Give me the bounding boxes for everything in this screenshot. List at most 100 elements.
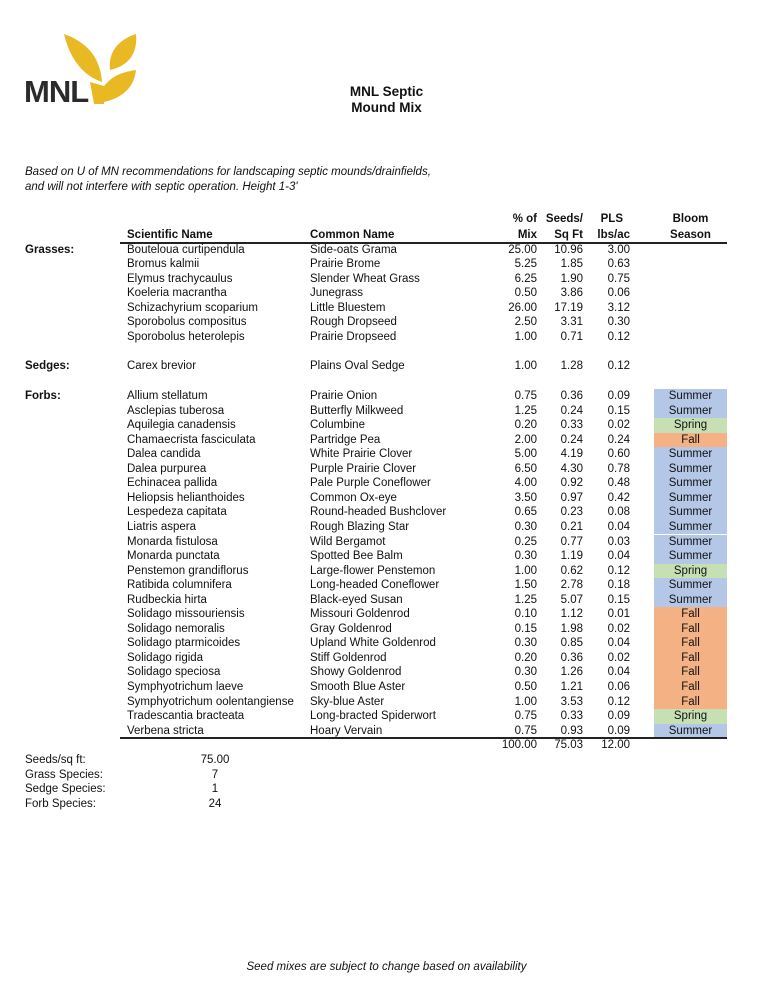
common-name: Black-eyed Susan — [310, 593, 403, 606]
header-pls: PLS — [600, 213, 623, 225]
seeds-sqft: 0.71 — [560, 330, 583, 343]
scientific-name: Carex brevior — [127, 360, 197, 372]
summary-label: Sedge Species: — [25, 783, 106, 795]
pls-lbs-ac: 3.12 — [607, 301, 630, 314]
pct-mix: 26.00 — [508, 301, 537, 314]
seeds-sqft: 1.21 — [560, 681, 583, 693]
common-name: Rough Blazing Star — [310, 520, 410, 533]
table-row: Solidago nemoralis Gray Goldenrod 0.15 1.98… — [0, 621, 773, 637]
bloom-season-cell: Spring — [654, 563, 727, 579]
scientific-name: Allium stellatum — [127, 390, 208, 402]
scientific-name: Koeleria macrantha — [127, 287, 227, 300]
pls-lbs-ac: 0.04 — [607, 550, 630, 563]
pls-lbs-ac: 0.30 — [607, 316, 630, 329]
summary-value: 24 — [208, 797, 222, 810]
header-seeds: Seeds/ — [545, 213, 583, 225]
common-name: Pale Purple Coneflower — [310, 477, 431, 490]
pct-mix: 2.50 — [514, 316, 537, 329]
pls-lbs-ac: 0.02 — [607, 419, 630, 432]
header-bloom: Bloom — [672, 213, 709, 225]
seeds-sqft: 0.36 — [560, 390, 583, 402]
table-row: Bromus kalmii Prairie Brome 5.25 1.85 0.63 — [0, 257, 773, 272]
bloom-season-cell: Summer — [654, 534, 727, 549]
common-name: Spotted Bee Balm — [310, 550, 403, 563]
scientific-name: Chamaecrista fasciculata — [127, 433, 256, 446]
pct-mix: 0.75 — [514, 390, 537, 402]
table-row: Forbs: Allium stellatum Prairie Onion 0.75 0… — [0, 389, 773, 404]
seeds-sqft: 0.21 — [560, 520, 583, 533]
pls-lbs-ac: 3.00 — [607, 243, 630, 256]
seeds-sqft: 0.92 — [560, 477, 583, 490]
seeds-sqft: 0.24 — [560, 404, 583, 417]
pct-mix: 5.25 — [514, 258, 537, 271]
seeds-sqft: 5.07 — [560, 593, 583, 606]
header-row-top: % of Seeds/ PLS Bloom — [0, 212, 773, 227]
seeds-sqft: 3.53 — [560, 695, 583, 708]
table-row: Solidago missouriensis Missouri Goldenrod… — [0, 607, 773, 622]
scientific-name: Sporobolus heterolepis — [127, 330, 245, 343]
pct-mix: 25.00 — [508, 243, 537, 256]
table-row: Dalea candida White Prairie Clover 5.00 4.1… — [0, 447, 773, 462]
pls-lbs-ac: 0.60 — [607, 448, 630, 461]
table-row: Liatris aspera Rough Blazing Star 0.30 0.21… — [0, 519, 773, 535]
seeds-sqft: 0.93 — [560, 724, 583, 737]
common-name: Large-flower Penstemon — [310, 564, 436, 577]
pct-mix: 0.30 — [514, 666, 537, 679]
common-name: Columbine — [310, 419, 365, 432]
group-label: Sedges: — [25, 360, 70, 372]
common-name: Prairie Brome — [310, 258, 381, 271]
pls-lbs-ac: 0.04 — [607, 637, 630, 650]
pls-lbs-ac: 0.18 — [607, 579, 630, 592]
scientific-name: Sporobolus compositus — [127, 316, 247, 329]
pls-lbs-ac: 0.12 — [607, 360, 630, 372]
table-row: Chamaecrista fasciculata Partridge Pea 2.0… — [0, 432, 773, 448]
seeds-sqft: 1.19 — [560, 550, 583, 563]
header-scientific-name: Scientific Name — [127, 229, 213, 241]
pct-mix: 0.30 — [514, 637, 537, 650]
pls-lbs-ac: 0.03 — [607, 535, 630, 548]
pls-lbs-ac: 0.78 — [607, 462, 630, 475]
pct-mix: 0.30 — [514, 550, 537, 563]
pct-mix: 0.50 — [514, 681, 537, 693]
common-name: Purple Prairie Clover — [310, 462, 417, 475]
bloom-season-cell: Summer — [654, 723, 727, 739]
seeds-sqft: 0.33 — [560, 419, 583, 432]
common-name: Butterfly Milkweed — [310, 404, 404, 417]
scientific-name: Rudbeckia hirta — [127, 593, 207, 606]
seeds-sqft: 1.90 — [560, 272, 583, 285]
common-name: Junegrass — [310, 287, 364, 300]
pls-lbs-ac: 0.09 — [607, 710, 630, 723]
pct-mix: 6.25 — [514, 272, 537, 285]
scientific-name: Solidago ptarmicoides — [127, 637, 241, 650]
pls-lbs-ac: 0.24 — [607, 433, 630, 446]
intro-line-1: Based on U of MN recommendations for lan… — [25, 166, 431, 178]
pct-mix: 0.20 — [514, 419, 537, 432]
seeds-sqft: 0.33 — [560, 710, 583, 723]
summary-row: Grass Species: 7 — [0, 768, 773, 783]
scientific-name: Aquilegia canadensis — [127, 419, 236, 432]
scientific-name: Solidago speciosa — [127, 666, 221, 679]
table-row: Elymus trachycaulus Slender Wheat Grass 6.… — [0, 272, 773, 287]
intro-text: Based on U of MN recommendations for lan… — [25, 165, 431, 195]
seeds-sqft: 2.78 — [560, 579, 583, 592]
bloom-season-cell: Summer — [654, 549, 727, 564]
pls-lbs-ac: 0.09 — [607, 390, 630, 402]
pls-lbs-ac: 0.12 — [607, 695, 630, 708]
table-row: Koeleria macrantha Junegrass 0.50 3.86 0.06 — [0, 286, 773, 301]
bloom-season-cell: Fall — [654, 636, 727, 651]
table-row: Symphyotrichum oolentangiense Sky-blue As… — [0, 694, 773, 710]
pct-mix: 0.65 — [514, 506, 537, 519]
scientific-name: Monarda fistulosa — [127, 535, 218, 548]
bloom-season-cell: Summer — [654, 461, 727, 477]
common-name: Smooth Blue Aster — [310, 681, 406, 693]
table-row: Heliopsis helianthoides Common Ox-eye 3.50… — [0, 490, 773, 506]
scientific-name: Elymus trachycaulus — [127, 272, 233, 285]
pct-mix: 0.50 — [514, 287, 537, 300]
table-row: Solidago rigida Stiff Goldenrod 0.20 0.36 0.… — [0, 650, 773, 666]
pct-mix: 1.00 — [514, 330, 537, 343]
seeds-sqft: 4.30 — [560, 462, 583, 475]
totals-row: 100.00 75.03 12.00 — [0, 738, 773, 753]
summary-value: 75.00 — [200, 754, 230, 766]
pct-mix: 0.20 — [514, 651, 537, 664]
